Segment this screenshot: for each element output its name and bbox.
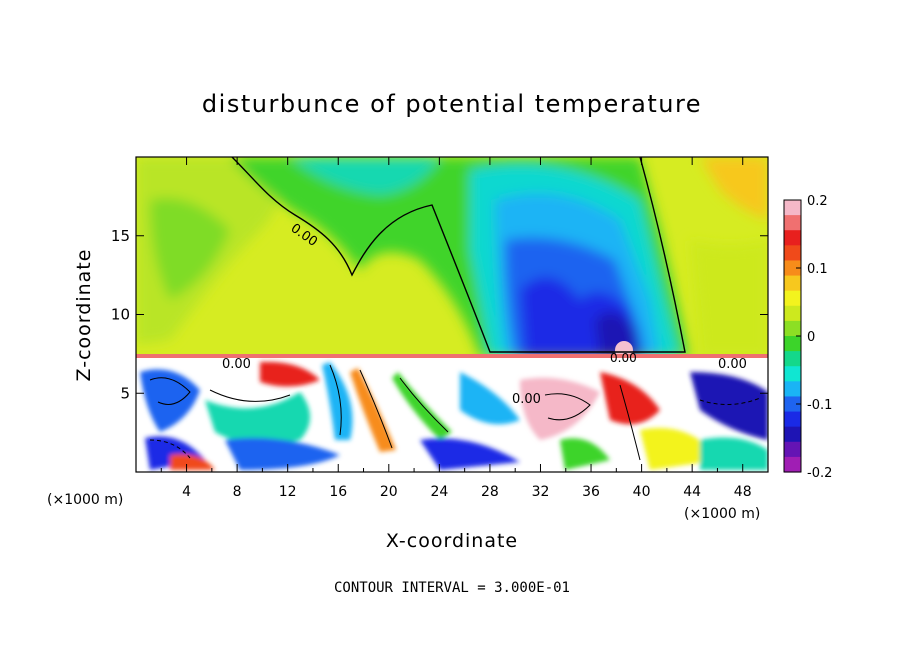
x-tick-label: 24 — [430, 484, 448, 500]
colorbar-swatch — [784, 351, 801, 367]
colorbar-tick-label: 0.2 — [807, 194, 828, 209]
x-tick-label: 12 — [279, 484, 297, 500]
x-axis-label: X-coordinate — [386, 530, 518, 552]
x-unit-left: (×1000 m) — [47, 492, 123, 508]
colorbar-swatch — [784, 411, 801, 428]
colorbar-swatch — [784, 230, 801, 246]
x-axis: 4 8 12 16 20 24 28 32 36 40 44 48 — [160, 157, 752, 500]
x-tick-label: 16 — [329, 484, 347, 500]
lower-layer-patches — [140, 361, 768, 470]
y-axis: 5 10 15 — [111, 227, 768, 402]
x-tick-label: 44 — [683, 484, 701, 500]
colorbar-swatch — [784, 290, 801, 307]
colorbar-swatch — [784, 381, 801, 398]
x-tick-label: 20 — [380, 484, 398, 500]
colorbar-swatch — [784, 275, 801, 292]
y-tick-label: 15 — [111, 227, 130, 245]
colorbar-swatch — [784, 366, 801, 382]
colorbar-swatch — [784, 245, 801, 262]
x-tick-label: 4 — [182, 484, 191, 500]
colorbar-swatch — [784, 456, 801, 473]
x-tick-label: 48 — [734, 484, 752, 500]
contour-label: 0.00 — [222, 357, 251, 372]
colorbar-tick-label: -0.1 — [807, 398, 832, 413]
contour-label: 0.00 — [718, 357, 747, 372]
colorbar-swatch — [784, 305, 801, 322]
x-tick-label: 40 — [633, 484, 651, 500]
y-tick-label: 10 — [111, 306, 130, 324]
x-tick-label: 36 — [582, 484, 600, 500]
upper-layer-patches — [136, 157, 768, 357]
colorbar-tick-label: 0.1 — [807, 262, 828, 277]
contour-interval-note: CONTOUR INTERVAL = 3.000E-01 — [334, 580, 570, 596]
y-axis-label: Z-coordinate — [73, 249, 95, 382]
contour-label: 0.00 — [610, 351, 637, 365]
zero-contour-line — [231, 157, 686, 353]
layer-interface — [136, 354, 768, 358]
colorbar-swatch — [784, 215, 801, 231]
colorbar-swatch — [784, 260, 801, 277]
colorbar-swatch — [784, 441, 801, 458]
chart-title: disturbunce of potential temperature — [202, 90, 702, 118]
colorbar-tick-label: -0.2 — [807, 466, 832, 481]
colorbar — [784, 200, 801, 473]
contour-label: 0.00 — [512, 392, 541, 407]
colorbar-swatch — [784, 426, 801, 443]
x-tick-label: 28 — [481, 484, 499, 500]
colorbar-ticks: 0.2 0.1 0 -0.1 -0.2 — [796, 194, 832, 481]
x-tick-label: 8 — [233, 484, 242, 500]
colorbar-swatch — [784, 200, 801, 216]
plot-area: 0.00 0.00 0.00 0.00 0.00 — [136, 157, 768, 472]
y-tick-label: 5 — [120, 384, 130, 402]
colorbar-tick-label: 0 — [807, 330, 815, 345]
lower-contour-lines — [149, 364, 761, 461]
x-tick-label: 32 — [532, 484, 550, 500]
colorbar-swatch — [784, 336, 801, 352]
colorbar-swatch — [784, 320, 801, 337]
colorbar-swatch — [784, 396, 801, 413]
x-unit-right: (×1000 m) — [684, 506, 760, 522]
